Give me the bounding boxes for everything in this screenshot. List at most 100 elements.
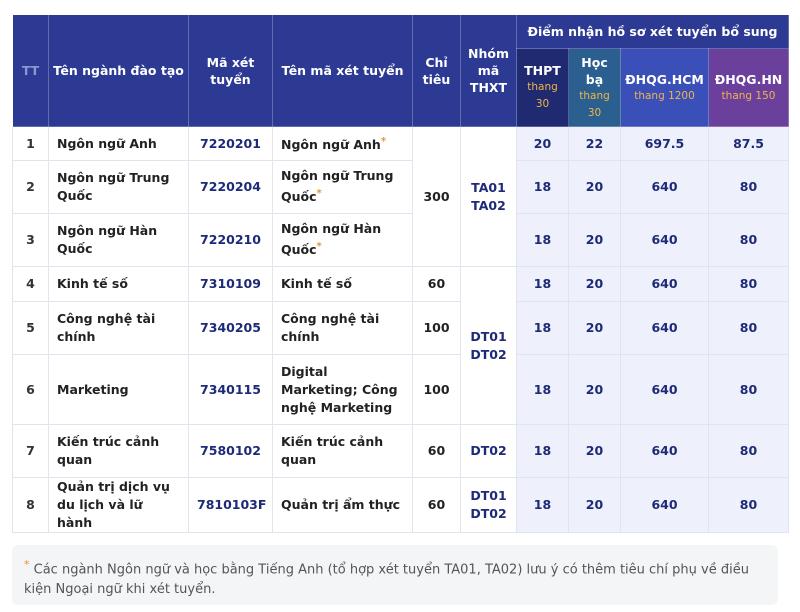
group-cell: DT02 [460,424,517,478]
code-cell: 7340115 [188,354,273,425]
program-cell: Quản trị dịch vụ du lịch và lữ hành [48,477,189,533]
score-cell: 18 [516,301,569,355]
score-cell: 22 [568,126,621,161]
score-cell: 80 [707,477,790,533]
code-name-marker: * [380,135,387,147]
footnote-text: Các ngành Ngôn ngữ và học bằng Tiếng Anh… [24,562,749,598]
code-cell: 7310109 [188,266,273,302]
score-cell: 20 [568,301,621,355]
code-name-cell: Ngôn ngữ Trung Quốc* [272,160,413,214]
group-code: TA01 [471,179,506,195]
code-name-cell: Ngôn ngữ Anh* [272,126,413,161]
quota-cell: 300 [412,126,461,267]
score-cell: 640 [620,424,709,478]
table-row: 6 Marketing 7340115 Digital Marketing; Công… [12,354,790,425]
group-code: TA02 [471,197,506,213]
score-cell: 20 [568,213,621,267]
quota-cell: 60 [412,424,461,478]
code-cell: 7810103F [188,477,273,533]
program-cell: Marketing [48,354,189,425]
header-row: THPT thang 30 Học bạ thang 30 ĐHQG.HCM thang … [13,48,790,127]
tt-cell: 4 [12,266,49,302]
program-cell: Kinh tế số [48,266,189,302]
tt-cell: 2 [12,160,49,214]
header-cell: Chỉ tiêu [412,14,461,127]
program-cell: Công nghệ tài chính [48,301,189,355]
group-code: DT01 [470,328,507,344]
code-name-marker: * [316,188,322,200]
table-row: 4 Kinh tế số 7310109 Kinh tế số 60 DT01 DT02 18… [12,266,790,425]
score-cell: 20 [568,477,621,533]
code-name: Công nghệ tài chính [281,311,380,344]
score-scale: thang 30 [579,89,610,119]
code-name-cell: Digital Marketing; Công nghệ Marketing [272,354,413,425]
score-name: Học bạ [581,54,608,87]
code-name: Ngôn ngữ Anh [281,137,381,153]
header-cell: TT [12,14,49,127]
admission-table: TT Tên ngành đào tạo Mã xét tuyển Tên mã… [12,14,790,533]
tt-cell: 7 [12,424,49,478]
score-cell: 80 [707,301,790,355]
score-cell: 80 [707,424,790,478]
score-cell: 20 [568,160,621,214]
code-name: Quản trị ẩm thực [281,497,400,512]
code-name: Digital Marketing; Công nghệ Marketing [281,363,398,415]
table-body: 1 Ngôn ngữ Anh 7220201 Ngôn ngữ Anh* 300 TA01… [12,126,790,533]
code-cell: 7220204 [188,160,273,214]
score-cell: 80 [707,266,790,302]
score-cell: 18 [516,477,569,533]
score-cell: 80 [707,160,790,214]
code-cell: 7340205 [188,301,273,355]
code-name-cell: Ngôn ngữ Hàn Quốc* [272,213,413,267]
quota-cell: 60 [412,477,461,533]
score-cell: 87.5 [707,126,790,161]
group-code: DT02 [470,346,507,362]
code-cell: 7580102 [188,424,273,478]
score-scale: thang 30 [527,81,558,110]
quota-cell: 100 [412,354,461,425]
table-row: 5 Công nghệ tài chính 7340205 Công nghệ tài… [12,301,790,355]
score-header: ĐHQG.HN thang 150 [707,48,790,127]
score-cell: 20 [516,126,569,161]
score-cell: 697.5 [620,126,709,161]
table-row: 7 Kiến trúc cảnh quan 7580102 Kiến trúc cản… [12,424,790,478]
table-wrap: TT Tên ngành đào tạo Mã xét tuyển Tên mã… [12,14,790,533]
footnote: * Các ngành Ngôn ngữ và học bằng Tiếng A… [12,545,778,605]
group-cell: DT01 DT02 [460,477,517,533]
score-cell: 18 [516,354,569,425]
score-name: ĐHQG.HN [714,71,783,87]
table-head: TT Tên ngành đào tạo Mã xét tuyển Tên mã… [12,14,790,127]
score-cell: 20 [568,266,621,302]
table-row: 8 Quản trị dịch vụ du lịch và lữ hành 7810… [12,477,790,533]
score-name: ĐHQG.HCM [625,71,704,87]
tt-cell: 1 [12,126,49,161]
score-header: THPT thang 30 [516,48,569,127]
tt-cell: 8 [12,477,49,533]
group-cell: DT01 DT02 [460,266,517,425]
score-cell: 18 [516,213,569,267]
score-cell: 640 [620,266,709,302]
footnote-marker: * [24,558,30,571]
group-code: DT02 [470,443,507,458]
code-name: Kinh tế số [281,276,352,291]
header-cell: Tên mã xét tuyển [272,14,413,127]
code-cell: 7220201 [188,126,273,161]
score-scale: thang 1200 [634,89,695,102]
score-name: THPT [524,63,561,78]
code-cell: 7220210 [188,213,273,267]
tt-cell: 3 [12,213,49,267]
header-cell: Tên ngành đào tạo [48,14,189,127]
code-name-cell: Kinh tế số [272,266,413,302]
program-cell: Ngôn ngữ Trung Quốc [48,160,189,214]
table-row: 3 Ngôn ngữ Hàn Quốc 7220210 Ngôn ngữ Hàn Qu… [12,213,790,267]
code-name-marker: * [316,241,322,253]
header-cell: Điểm nhận hồ sơ xét tuyển bổ sung [515,14,790,49]
score-cell: 640 [620,301,709,355]
table-row: 2 Ngôn ngữ Trung Quốc 7220204 Ngôn ngữ Trun… [12,160,790,214]
code-name-cell: Quản trị ẩm thực [272,477,413,533]
score-header: ĐHQG.HCM thang 1200 [620,48,709,127]
group-code: DT02 [470,506,507,521]
code-name-cell: Kiến trúc cảnh quan [272,424,413,478]
